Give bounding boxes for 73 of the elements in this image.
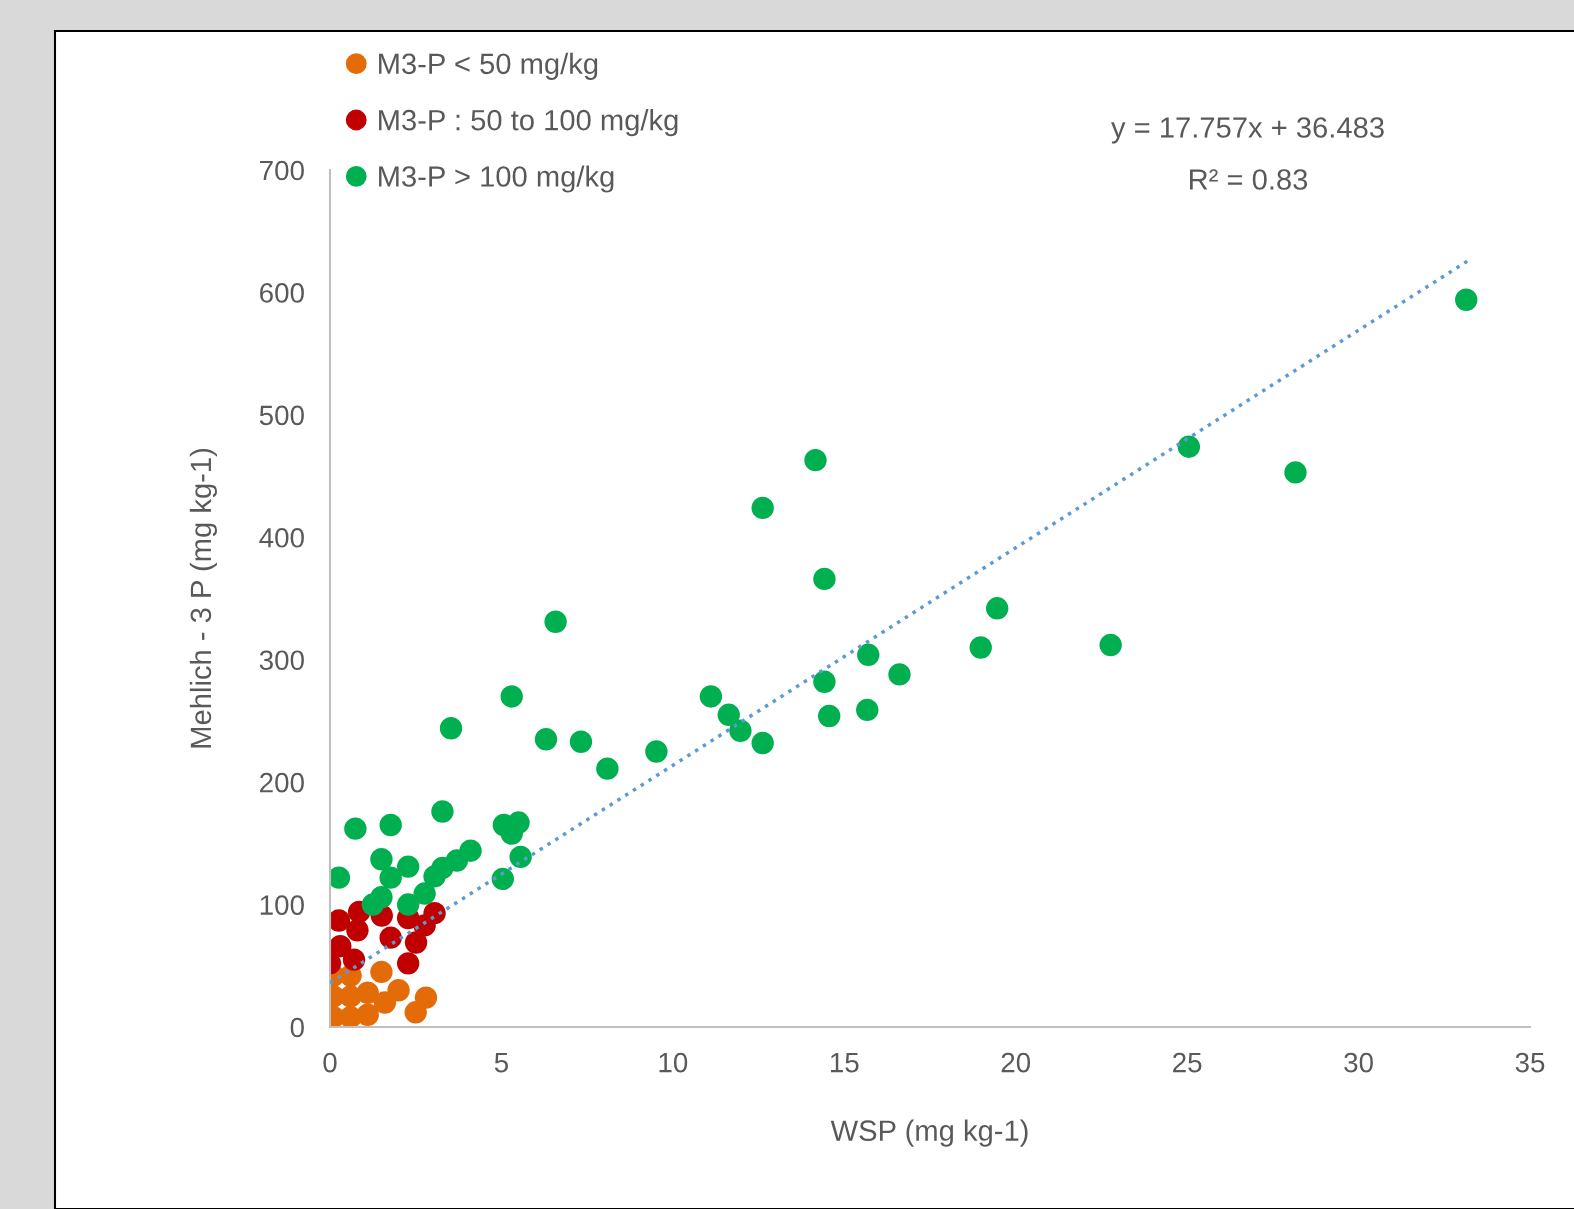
point: [491, 867, 514, 891]
point: [813, 567, 836, 591]
y-tick-label: 400: [259, 527, 304, 548]
y-tick-label: 0: [290, 1017, 304, 1038]
point: [813, 670, 836, 693]
point: [857, 643, 880, 667]
point: [1177, 435, 1201, 458]
point: [534, 728, 558, 751]
point: [356, 1003, 379, 1026]
point: [379, 866, 402, 889]
point: [818, 704, 841, 728]
point: [986, 597, 1009, 620]
point: [729, 719, 752, 742]
point: [544, 610, 567, 633]
legend-label: M3-P < 50 mg/kg: [379, 52, 598, 80]
point: [387, 979, 410, 1002]
point: [459, 839, 482, 862]
point: [342, 948, 366, 971]
point: [356, 981, 379, 1004]
y-tick-label: 100: [260, 895, 304, 915]
point: [423, 901, 446, 925]
point: [414, 986, 438, 1009]
y-axis-title: Mehlich - 3 P (mg kg-1): [189, 449, 217, 748]
x-tick-label: 0: [323, 1052, 337, 1073]
x-tick-label: 25: [1173, 1052, 1202, 1073]
point: [330, 866, 351, 889]
point: [1284, 461, 1307, 484]
point: [396, 855, 420, 878]
x-tick-label: 5: [494, 1053, 508, 1073]
point: [699, 685, 723, 708]
point: [888, 663, 911, 686]
point: [439, 717, 463, 740]
point: [596, 757, 619, 780]
y-tick-label: 700: [260, 160, 304, 181]
point: [431, 800, 454, 823]
point: [569, 730, 593, 753]
point: [969, 636, 992, 659]
y-tick-label: 600: [260, 283, 304, 303]
point: [413, 882, 436, 905]
point: [330, 909, 351, 932]
point: [856, 698, 879, 722]
point: [396, 952, 420, 975]
x-tick-label: 35: [1515, 1052, 1545, 1073]
x-tick-label: 20: [1001, 1052, 1031, 1073]
point: [370, 960, 393, 984]
point: [379, 926, 402, 949]
y-tick-label: 200: [260, 772, 304, 793]
text: y = 17.757x + 36.483: [1111, 117, 1384, 144]
point: [509, 845, 532, 869]
point: [500, 685, 523, 708]
annotation: R² = 0.83: [1190, 169, 1308, 190]
legend-label: M3-P > 100 mg/kg: [379, 165, 614, 193]
point: [751, 731, 774, 755]
x-tick-label: 30: [1344, 1052, 1373, 1073]
x-axis-title: WSP (mg kg-1): [830, 1119, 1028, 1147]
point: [404, 931, 428, 954]
y-tick-label: 300: [259, 650, 304, 671]
point: [1455, 288, 1478, 311]
x-tick-label: 15: [830, 1053, 859, 1073]
point: [379, 813, 402, 837]
point: [370, 848, 393, 871]
x-tick-label: 10: [659, 1052, 688, 1073]
point: [645, 740, 668, 763]
point: [804, 448, 827, 472]
point: [361, 893, 385, 916]
point: [344, 817, 367, 840]
point: [717, 703, 740, 726]
point: [396, 893, 420, 916]
point: [330, 935, 352, 958]
y-tick-label: 500: [259, 405, 304, 426]
point: [751, 496, 774, 520]
legend-label: M3-P : 50 to 100 mg/kg: [379, 109, 678, 137]
point: [1099, 633, 1122, 657]
